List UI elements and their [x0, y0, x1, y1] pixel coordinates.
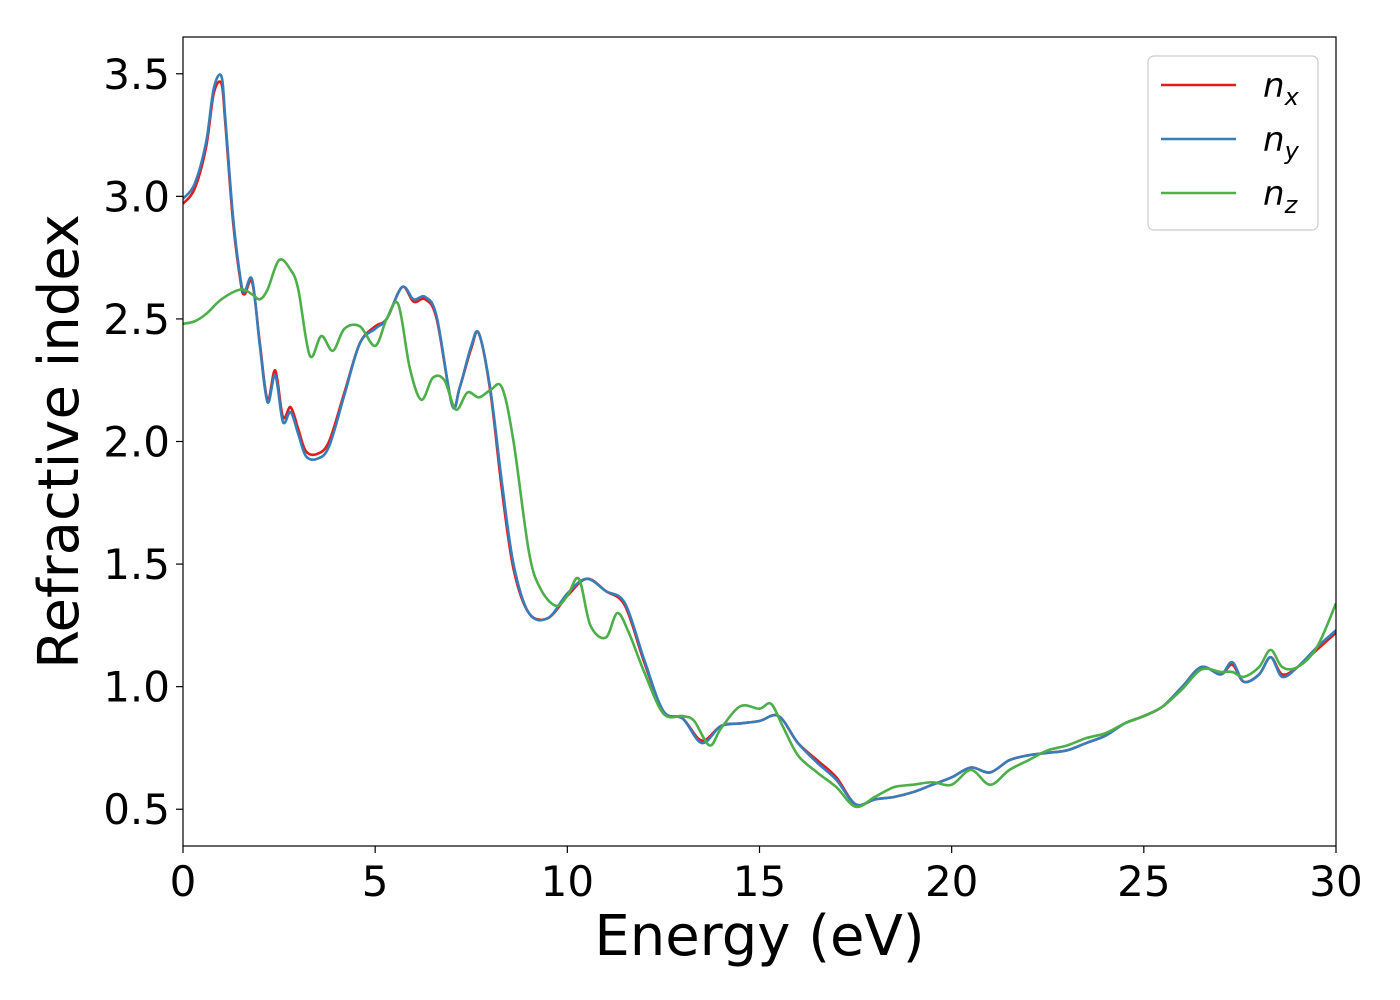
x-tick-label: 30 [1309, 857, 1362, 906]
y-tick-label: 2.5 [103, 295, 170, 344]
legend-label: nx [1263, 66, 1300, 111]
legend-box [1147, 55, 1319, 231]
x-tick-label: 0 [170, 857, 197, 906]
x-tick-label: 25 [1117, 857, 1170, 906]
series-line-n-z [183, 258, 1336, 809]
x-tick-label: 10 [541, 857, 594, 906]
y-tick-label: 3.5 [103, 50, 170, 99]
y-tick-label: 1.0 [103, 663, 170, 712]
x-tick-label: 15 [733, 857, 786, 906]
x-axis-title: Energy (eV) [594, 904, 924, 969]
y-tick-label: 0.5 [103, 785, 170, 834]
x-axis-ticks: 0 5 10 15 20 25 30 [170, 846, 1363, 906]
x-tick-label: 5 [362, 857, 389, 906]
y-axis-title: Refractive index [27, 214, 92, 669]
y-axis-ticks: 0.5 1.0 1.5 2.0 2.5 3.0 3.5 [103, 50, 183, 834]
legend-label: ny [1263, 120, 1300, 165]
legend-label: nz [1263, 174, 1299, 219]
y-tick-label: 1.5 [103, 540, 170, 589]
y-tick-label: 2.0 [103, 418, 170, 467]
x-tick-label: 20 [925, 857, 978, 906]
y-tick-label: 3.0 [103, 172, 170, 221]
legend: nx ny nz [1147, 55, 1319, 231]
plot-lines [183, 73, 1336, 809]
